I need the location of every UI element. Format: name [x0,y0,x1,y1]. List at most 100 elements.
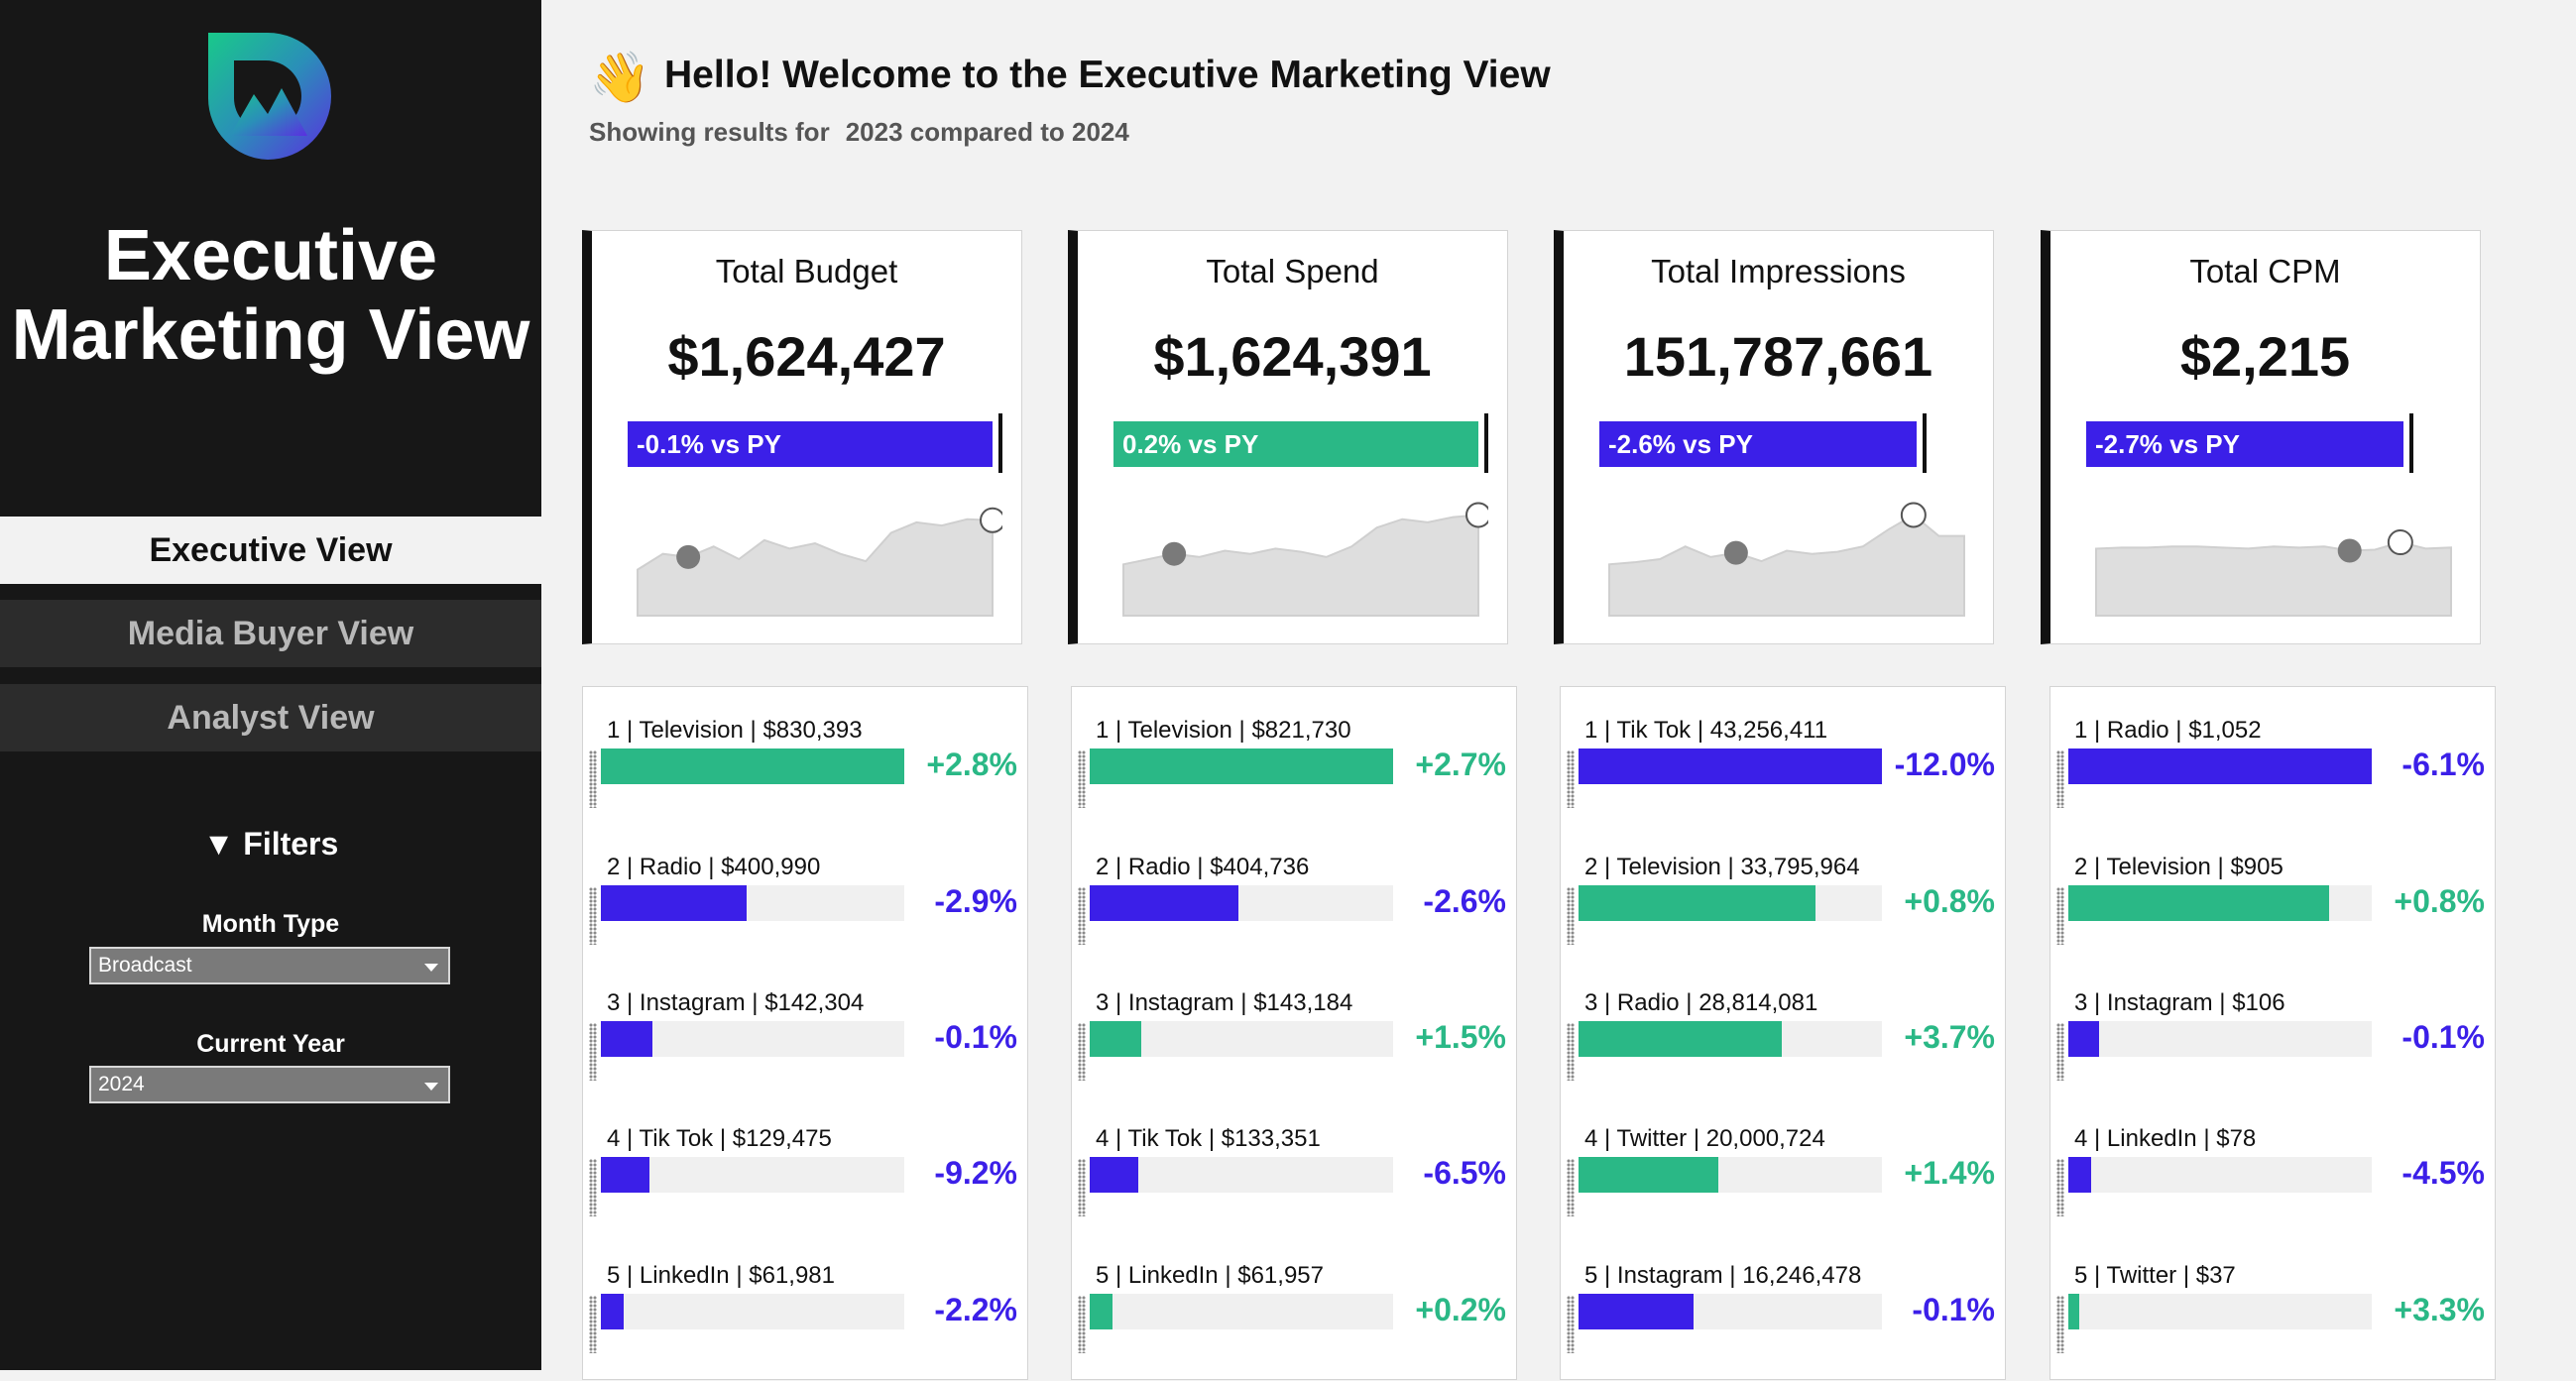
drag-handle-icon[interactable] [1078,887,1086,945]
ranking-bar-track [2068,1021,2372,1057]
ranking-label: 3 | Radio | 28,814,081 [1584,989,1818,1016]
ranking-bar-track [1090,1157,1393,1193]
ranking-label: 1 | Radio | $1,052 [2074,717,2262,744]
ranking-change: -12.0% [1894,747,1995,782]
sparkline-area [1608,514,1965,617]
filters-toggle[interactable]: ▼ Filters [202,826,339,862]
ranking-row[interactable]: 1 | Tik Tok | 43,256,411 -12.0% [1561,717,2005,836]
drag-handle-icon[interactable] [1567,1023,1575,1081]
nav-label: Executive View [149,530,393,569]
ranking-row[interactable]: 3 | Radio | 28,814,081 +3.7% [1561,989,2005,1108]
ranking-label: 3 | Instagram | $143,184 [1096,989,1353,1016]
drag-handle-icon[interactable] [1078,1159,1086,1216]
drag-handle-icon[interactable] [2056,750,2064,808]
ranking-row[interactable]: 5 | LinkedIn | $61,981 -2.2% [583,1262,1027,1381]
kpi-target-marker [2409,413,2413,473]
ranking-row[interactable]: 2 | Television | 33,795,964 +0.8% [1561,854,2005,973]
drag-handle-icon[interactable] [589,1159,597,1216]
nav-media-buyer-view[interactable]: Media Buyer View [0,600,541,667]
ranking-bar [2068,1021,2099,1057]
ranking-bar [1579,1157,1718,1193]
ranking-row[interactable]: 2 | Radio | $400,990 -2.9% [583,854,1027,973]
ranking-bar [1579,1294,1695,1329]
ranking-label: 3 | Instagram | $142,304 [607,989,865,1016]
drag-handle-icon[interactable] [2056,1296,2064,1353]
nav-executive-view[interactable]: Executive View [0,517,541,584]
drag-handle-icon[interactable] [1078,1023,1086,1081]
dropdown-caret-icon [424,1083,438,1091]
ranking-change: -6.5% [1423,1155,1506,1191]
nav-label: Media Buyer View [127,614,414,652]
ranking-change: -0.1% [2401,1019,2485,1055]
sparkline-prior-point [2337,538,2362,563]
ranking-row[interactable]: 2 | Television | $905 +0.8% [2050,854,2495,973]
ranking-row[interactable]: 5 | Instagram | 16,246,478 -0.1% [1561,1262,2005,1381]
ranking-row[interactable]: 1 | Radio | $1,052 -6.1% [2050,717,2495,836]
ranking-row[interactable]: 4 | LinkedIn | $78 -4.5% [2050,1125,2495,1244]
ranking-row[interactable]: 1 | Television | $830,393 +2.8% [583,717,1027,836]
kpi-title: Total Spend [1206,253,1379,289]
kpi-value: $1,624,427 [667,325,946,388]
ranking-row[interactable]: 4 | Twitter | 20,000,724 +1.4% [1561,1125,2005,1244]
sparkline-area [2095,541,2452,617]
kpi-value: 151,787,661 [1623,325,1933,388]
nav-analyst-view[interactable]: Analyst View [0,684,541,751]
kpi-card[interactable]: Total Budget $1,624,427 -0.1% vs PY [582,230,1022,644]
ranking-bar-track [1579,748,1882,784]
ranking-bar [601,1021,653,1057]
ranking-change: -2.9% [934,883,1017,919]
ranking-row[interactable]: 4 | Tik Tok | $129,475 -9.2% [583,1125,1027,1244]
ranking-bar [1090,748,1393,784]
page-subtitle: Showing results for 2023 compared to 2024 [589,117,1129,148]
drag-handle-icon[interactable] [2056,1159,2064,1216]
drag-handle-icon[interactable] [1078,750,1086,808]
kpi-card[interactable]: Total Impressions 151,787,661 -2.6% vs PY [1554,230,1994,644]
month-type-label: Month Type [201,910,340,938]
ranking-row[interactable]: 4 | Tik Tok | $133,351 -6.5% [1072,1125,1516,1244]
drag-handle-icon[interactable] [2056,887,2064,945]
ranking-row[interactable]: 1 | Television | $821,730 +2.7% [1072,717,1516,836]
ranking-bar [2068,885,2330,921]
ranking-label: 5 | Instagram | 16,246,478 [1584,1262,1862,1289]
ranking-change: -6.1% [2401,747,2485,782]
ranking-label: 5 | LinkedIn | $61,957 [1096,1262,1324,1289]
ranking-row[interactable]: 3 | Instagram | $142,304 -0.1% [583,989,1027,1108]
kpi-card[interactable]: Total CPM $2,215 -2.7% vs PY [2041,230,2481,644]
drag-handle-icon[interactable] [2056,1023,2064,1081]
mountain-d-logo-icon [208,33,331,160]
ranking-row[interactable]: 5 | Twitter | $37 +3.3% [2050,1262,2495,1381]
ranking-bar [1090,1021,1142,1057]
ranking-label: 4 | LinkedIn | $78 [2074,1125,2257,1152]
ranking-bar-track [1090,748,1393,784]
drag-handle-icon[interactable] [1078,1296,1086,1353]
ranking-change: +3.3% [2394,1292,2485,1327]
drag-handle-icon[interactable] [589,887,597,945]
drag-handle-icon[interactable] [589,1296,597,1353]
ranking-label: 3 | Instagram | $106 [2074,989,2285,1016]
ranking-label: 2 | Radio | $400,990 [607,854,821,880]
ranking-label: 4 | Twitter | 20,000,724 [1584,1125,1825,1152]
ranking-bar [1090,1157,1138,1193]
drag-handle-icon[interactable] [1567,887,1575,945]
ranking-row[interactable]: 3 | Instagram | $143,184 +1.5% [1072,989,1516,1108]
kpi-card[interactable]: Total Spend $1,624,391 0.2% vs PY [1068,230,1508,644]
ranking-row[interactable]: 5 | LinkedIn | $61,957 +0.2% [1072,1262,1516,1381]
waving-hand-icon: 👋 [589,50,651,105]
ranking-change: +3.7% [1904,1019,1995,1055]
ranking-bar [1579,1021,1783,1057]
drag-handle-icon[interactable] [1567,750,1575,808]
ranking-row[interactable]: 2 | Radio | $404,736 -2.6% [1072,854,1516,973]
drag-handle-icon[interactable] [1567,1296,1575,1353]
current-year-select[interactable]: 2024 [89,1066,450,1103]
kpi-target-marker [1923,413,1927,473]
drag-handle-icon[interactable] [589,1023,597,1081]
drag-handle-icon[interactable] [1567,1159,1575,1216]
ranking-row[interactable]: 3 | Instagram | $106 -0.1% [2050,989,2495,1108]
drag-handle-icon[interactable] [589,750,597,808]
ranking-change: -4.5% [2401,1155,2485,1191]
ranking-bar-track [1090,1294,1393,1329]
ranking-bar-track [601,1157,904,1193]
ranking-label: 2 | Television | 33,795,964 [1584,854,1860,880]
month-type-select[interactable]: Broadcast [89,947,450,984]
kpi-sparkline [2095,529,2452,617]
